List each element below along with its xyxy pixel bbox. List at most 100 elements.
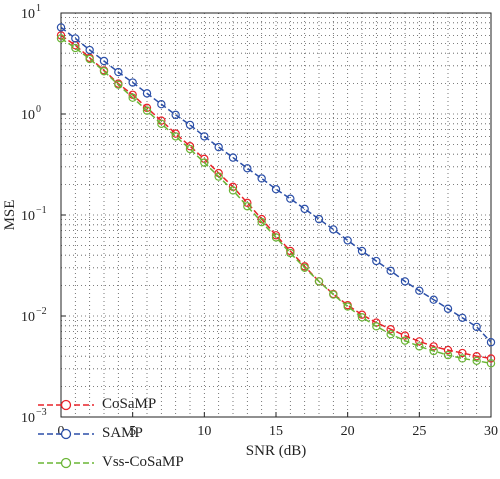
x-axis-label: SNR (dB): [246, 443, 306, 459]
data-point-vss-cosamp: [271, 233, 281, 242]
data-point-samp: [458, 313, 467, 322]
data-point-vss-cosamp: [357, 313, 367, 322]
data-point-vss-cosamp: [415, 342, 424, 351]
x-tick-label: 30: [484, 424, 498, 439]
legend-swatch-vss-cosamp: [38, 457, 94, 468]
legend-label-samp: SAMP: [102, 425, 143, 441]
data-point-vss-cosamp: [458, 354, 467, 363]
data-point-samp: [372, 256, 381, 266]
data-point-vss-cosamp: [286, 248, 295, 258]
data-point-vss-cosamp: [214, 172, 223, 181]
data-point-samp: [415, 286, 424, 295]
data-point-samp: [71, 34, 80, 43]
data-point-vss-cosamp: [443, 350, 453, 360]
data-point-samp: [85, 45, 94, 55]
y-tick-label: 10: [21, 209, 35, 224]
series-vss-cosamp: [56, 34, 496, 368]
legend-item-samp: SAMP: [36, 421, 184, 446]
legend-label-cosamp: CoSaMP: [102, 396, 157, 412]
legend-label-vss-cosamp: Vss-CoSaMP: [102, 454, 184, 470]
series-line-cosamp: [60, 34, 492, 360]
legend-marker-vss-cosamp: [60, 457, 72, 468]
y-tick-exponent: −2: [36, 306, 47, 317]
data-point-vss-cosamp: [56, 34, 66, 43]
legend-marker-samp: [60, 428, 72, 439]
data-point-samp: [214, 142, 223, 152]
data-point-vss-cosamp: [314, 277, 324, 286]
data-point-samp: [429, 295, 438, 304]
x-tick-label: 10: [197, 424, 211, 439]
data-point-samp: [314, 214, 324, 224]
data-point-samp: [300, 204, 309, 214]
data-point-cosamp: [400, 331, 410, 340]
grid-lines: [61, 13, 491, 417]
data-point-vss-cosamp: [486, 359, 496, 368]
data-point-samp: [443, 304, 453, 313]
data-point-samp: [357, 246, 367, 256]
data-point-vss-cosamp: [171, 132, 180, 141]
data-point-samp: [56, 23, 66, 32]
y-tick-exponent: −1: [36, 205, 47, 216]
data-point-vss-cosamp: [372, 322, 381, 331]
data-point-vss-cosamp: [128, 93, 137, 102]
y-tick-exponent: 1: [36, 3, 41, 14]
data-point-samp: [114, 67, 123, 77]
y-tick-label: 10: [21, 310, 35, 325]
data-point-samp: [343, 236, 352, 245]
data-point-cosamp: [415, 337, 424, 346]
data-point-vss-cosamp: [85, 54, 94, 64]
legend-swatch-samp: [38, 428, 94, 439]
data-point-vss-cosamp: [157, 119, 166, 128]
x-tick-label: 0: [58, 424, 65, 439]
data-point-samp: [200, 132, 209, 141]
y-tick-label: 10: [21, 411, 35, 426]
data-point-cosamp: [443, 345, 453, 355]
y-axis-label: MSE: [2, 200, 18, 231]
data-point-vss-cosamp: [400, 336, 410, 345]
data-point-samp: [243, 164, 252, 173]
data-point-vss-cosamp: [185, 144, 195, 154]
data-point-samp: [157, 100, 166, 109]
y-tick-label: 10: [21, 108, 35, 123]
data-point-vss-cosamp: [472, 356, 481, 366]
data-point-samp: [228, 153, 238, 162]
data-point-samp: [400, 277, 410, 286]
data-point-samp: [142, 89, 152, 98]
data-point-vss-cosamp: [243, 202, 252, 211]
data-point-cosamp: [429, 342, 438, 351]
data-point-vss-cosamp: [71, 43, 80, 53]
data-point-vss-cosamp: [343, 302, 352, 311]
legend-item-vss-cosamp: Vss-CoSaMP: [36, 450, 184, 475]
series-line-samp: [60, 26, 492, 343]
legend-marker-cosamp: [60, 399, 72, 410]
data-point-samp: [185, 120, 195, 130]
x-tick-label: 20: [341, 424, 355, 439]
series-samp: [56, 23, 496, 347]
data-point-samp: [257, 174, 266, 183]
x-tick-label: 15: [269, 424, 283, 439]
series-line-vss-cosamp: [60, 37, 492, 365]
data-point-samp: [472, 322, 481, 332]
data-point-cosamp: [458, 348, 467, 358]
data-point-cosamp: [472, 351, 481, 361]
legend-item-cosamp: CoSaMP: [36, 392, 184, 417]
data-point-vss-cosamp: [142, 106, 152, 115]
data-point-cosamp: [386, 325, 395, 334]
data-point-vss-cosamp: [228, 186, 238, 195]
series-lines: [56, 23, 496, 368]
data-point-samp: [329, 225, 338, 234]
data-point-vss-cosamp: [329, 290, 338, 299]
data-point-vss-cosamp: [386, 330, 395, 339]
x-tick-label: 25: [412, 424, 426, 439]
legend: CoSaMP SAMP Vss-CoSaMP: [36, 392, 184, 479]
data-point-vss-cosamp: [300, 263, 309, 273]
data-point-samp: [171, 110, 180, 120]
data-point-samp: [99, 56, 109, 66]
data-point-vss-cosamp: [99, 67, 109, 76]
data-point-samp: [386, 266, 395, 276]
y-tick-label: 10: [21, 7, 35, 22]
data-point-vss-cosamp: [114, 80, 123, 89]
data-point-samp: [128, 78, 137, 87]
